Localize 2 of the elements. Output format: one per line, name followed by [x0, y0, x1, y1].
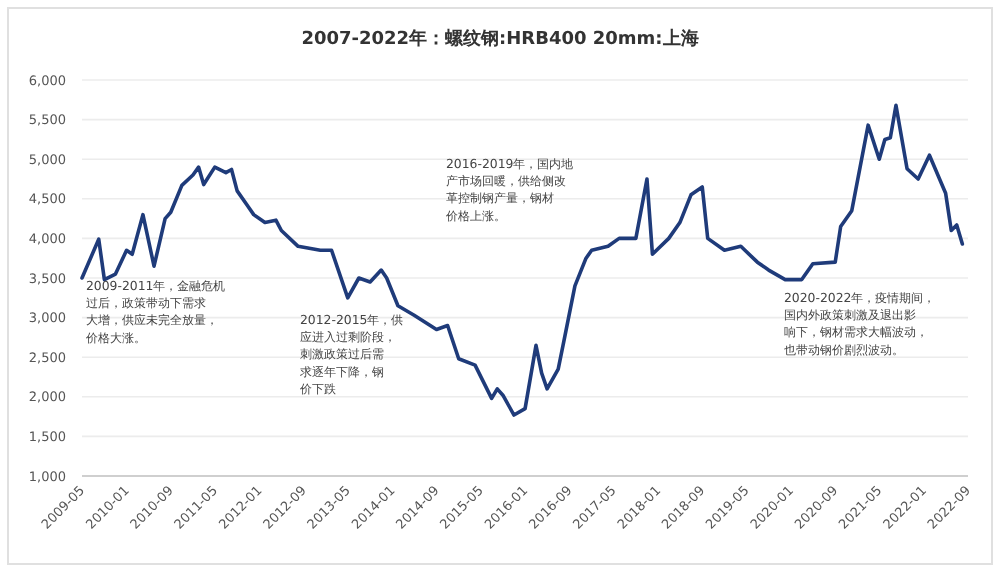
chart-title: 2007-2022年：螺纹钢:HRB400 20mm:上海	[301, 28, 699, 50]
line-series	[80, 103, 965, 417]
